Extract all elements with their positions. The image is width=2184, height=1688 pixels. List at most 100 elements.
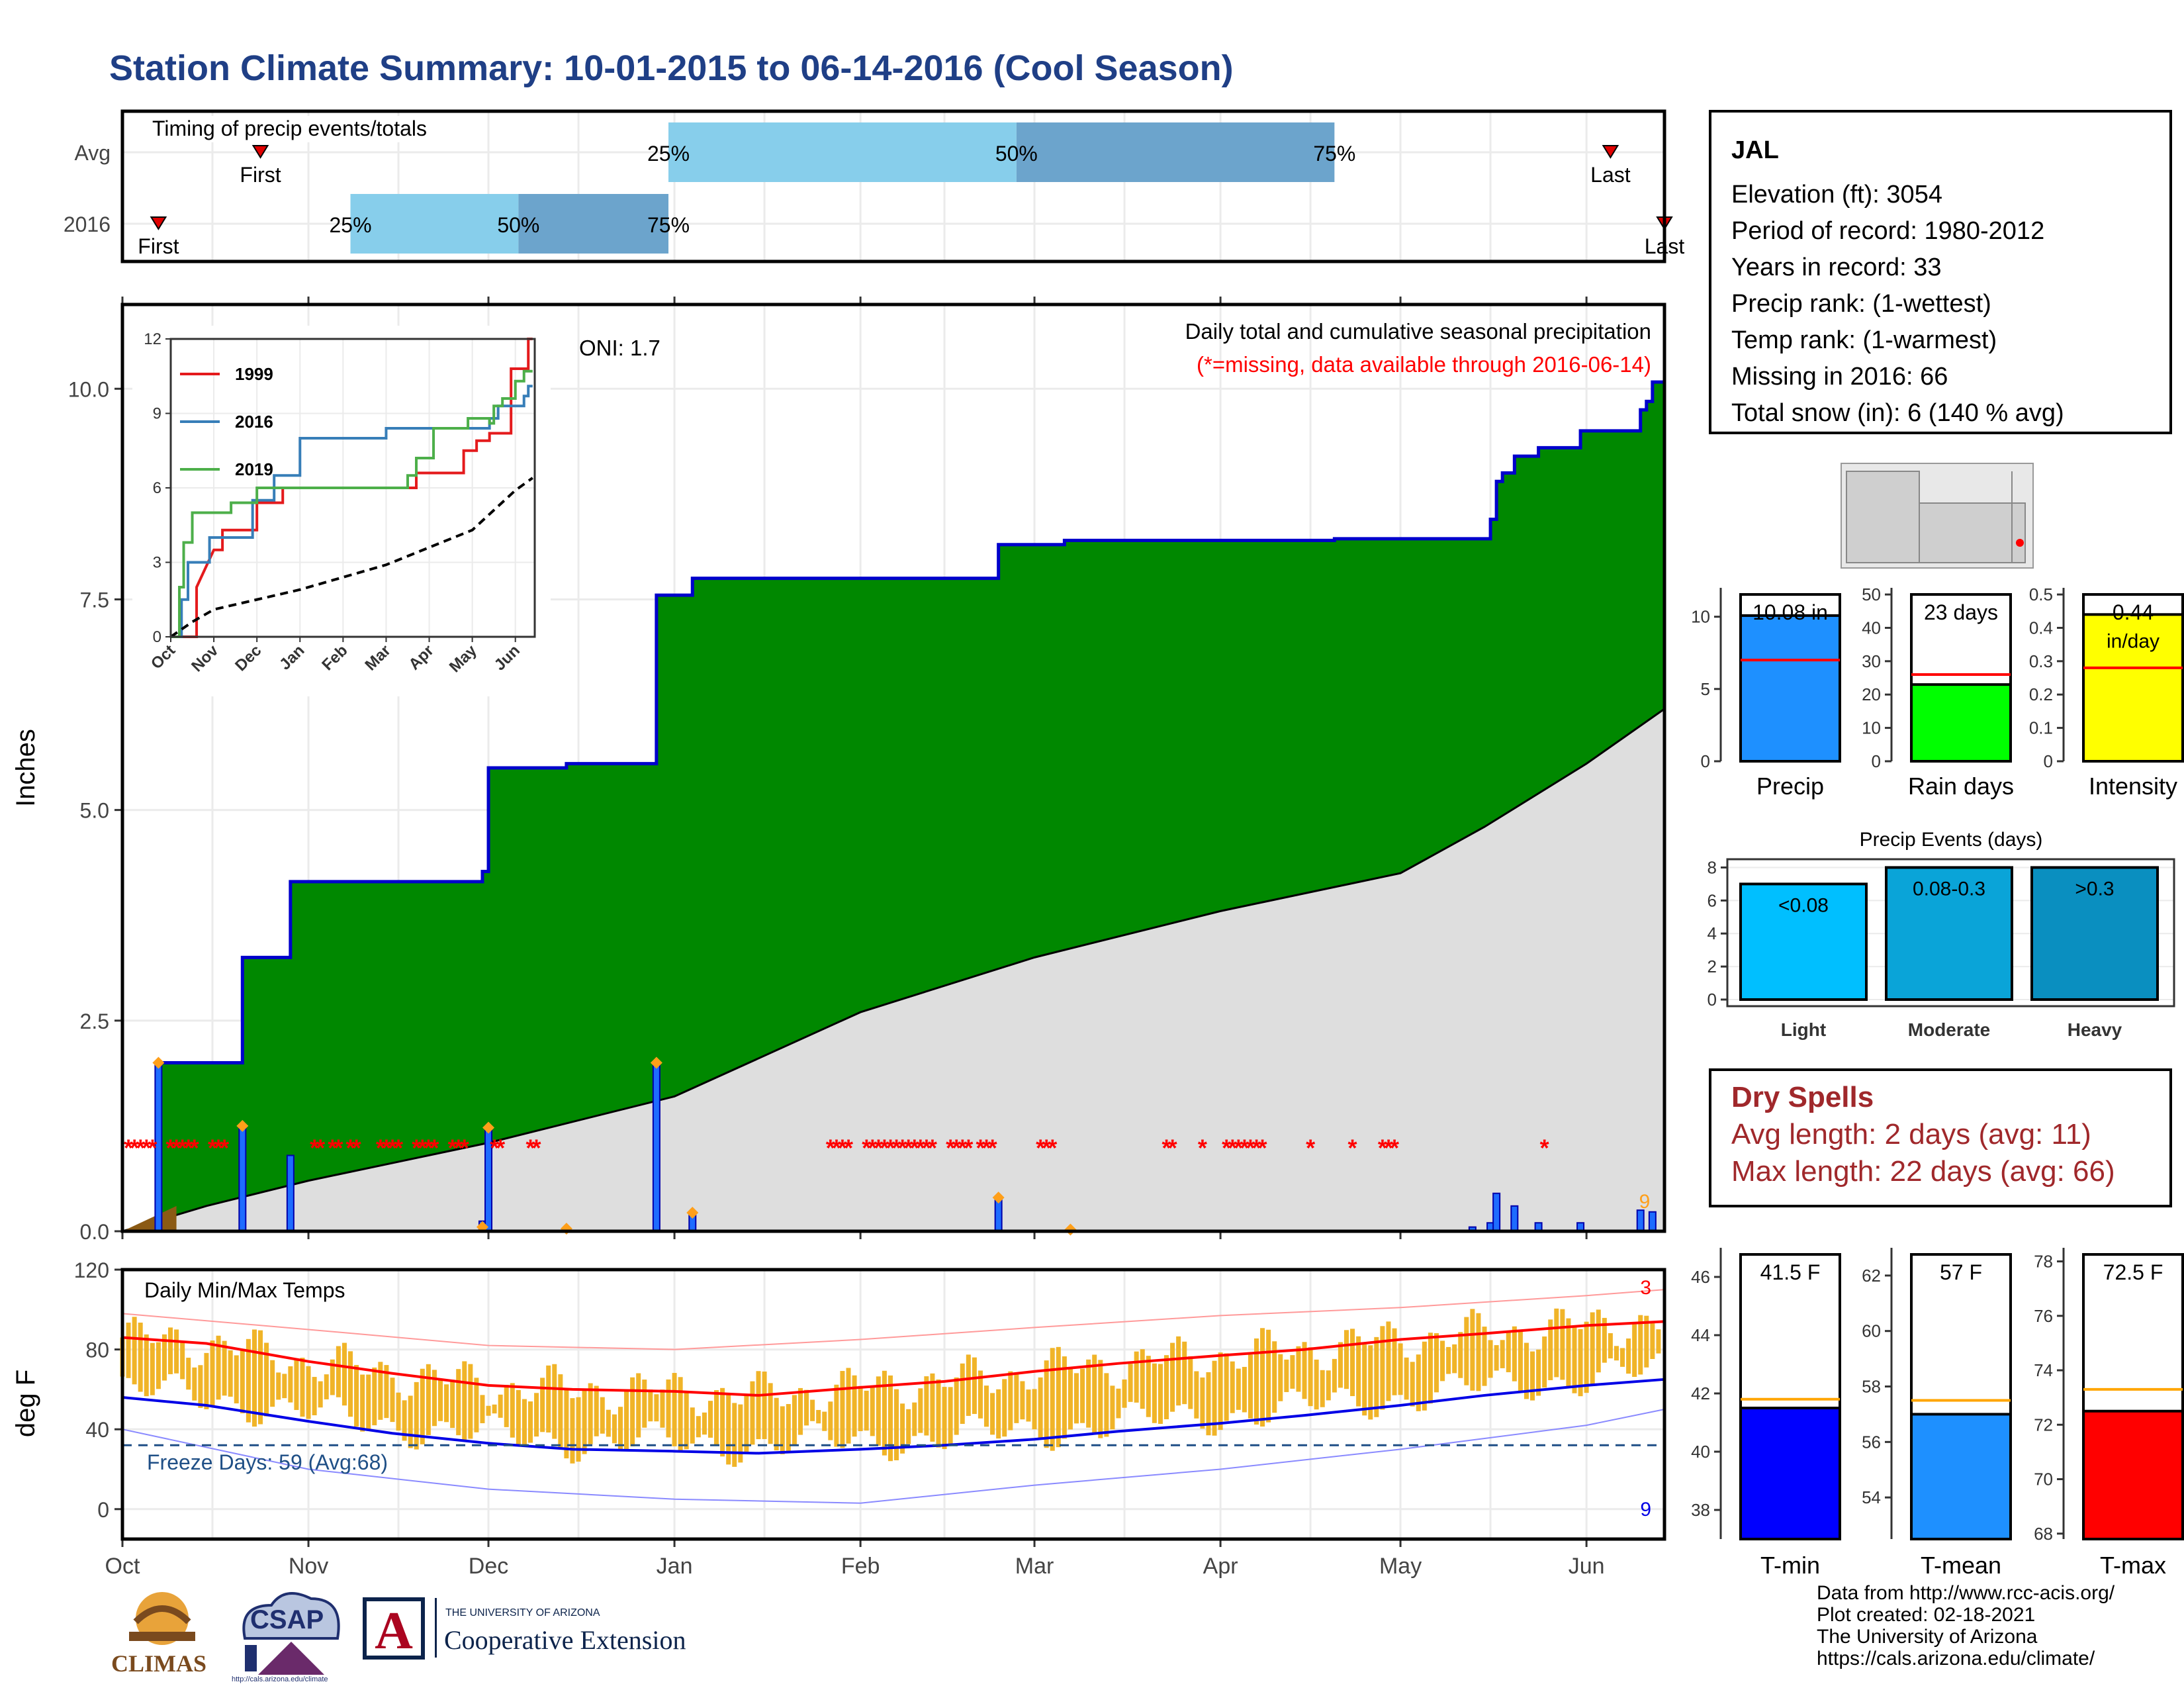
temp-summary-mean-ytick-label: 54 — [1862, 1487, 1881, 1507]
temp-ylabel: deg F — [11, 1370, 40, 1437]
dry-spells-box: Dry Spells Avg length: 2 days (avg: 11) … — [1709, 1068, 2172, 1207]
temp-daily-bar — [942, 1387, 947, 1450]
temp-daily-bar — [414, 1382, 419, 1450]
inset-bg — [132, 326, 551, 696]
temp-daily-bar — [1260, 1328, 1265, 1427]
temp-daily-bar — [1433, 1333, 1439, 1393]
temp-daily-bar — [846, 1368, 851, 1444]
temp-daily-bar — [714, 1390, 719, 1446]
ua-logo-big-text: Cooperative Extension — [444, 1625, 686, 1655]
csap-logo: CSAP http://cals.arizona.edu/climate — [232, 1585, 351, 1685]
temp-daily-bar — [378, 1362, 383, 1420]
station-name: JAL — [1731, 136, 1779, 164]
temp-daily-bar — [696, 1416, 701, 1438]
temp-panel-border — [120, 1268, 1666, 1541]
temp-daily-bar — [624, 1391, 629, 1451]
temp-daily-bar — [918, 1388, 923, 1433]
climas-logo: CLIMAS — [106, 1582, 218, 1681]
temp-daily-bar — [720, 1387, 725, 1457]
temp-daily-bar — [426, 1364, 431, 1435]
precip-missing-star: * — [214, 1135, 223, 1162]
temp-daily-bar — [672, 1373, 677, 1446]
temp-daily-bar — [1284, 1359, 1289, 1392]
temp-daily-bar — [912, 1402, 917, 1436]
precip-panel-border — [120, 303, 1666, 1233]
temp-daily-bar — [216, 1335, 221, 1400]
temp-daily-bar — [372, 1367, 377, 1426]
events-title: Precip Events (days) — [1860, 829, 2043, 851]
precip-summary-intensity-unit-label: in/day — [2107, 630, 2160, 652]
temp-daily-bar — [1044, 1360, 1049, 1448]
temp-daily-bar — [527, 1401, 533, 1443]
temp-daily-bar — [336, 1346, 341, 1397]
temp-daily-bar — [900, 1403, 905, 1454]
precip-daily-bar — [1648, 1211, 1657, 1233]
temp-daily-bar — [1212, 1360, 1217, 1436]
inset-legend-label-2016: 2016 — [235, 412, 273, 432]
timing-bar-q50-q75 — [1016, 122, 1335, 182]
precip-early-area — [122, 1205, 177, 1231]
precip-missing-star: * — [142, 1135, 151, 1162]
temp-summary-min-category-label: T-min — [1760, 1552, 1820, 1579]
temp-daily-bar — [617, 1407, 623, 1450]
dry-spells-avg: Avg length: 2 days (avg: 11) — [1731, 1118, 2091, 1150]
temp-daily-bar — [594, 1385, 599, 1436]
temp-daily-bar — [870, 1385, 875, 1436]
temp-daily-bar — [1308, 1347, 1313, 1407]
precip-missing-star: * — [868, 1135, 877, 1162]
timing-bar-q25-q50 — [668, 122, 1017, 182]
temp-daily-bar — [1644, 1315, 1649, 1368]
temp-daily-bar — [264, 1342, 269, 1417]
temp-min-count: 9 — [1640, 1499, 1651, 1521]
events-panel-border — [1726, 858, 2175, 1008]
precip-ytick-label: 10.0 — [68, 377, 109, 401]
inset-ytick-label: 12 — [144, 330, 161, 348]
precip-missing-star: * — [880, 1135, 889, 1162]
temp-summary-mean-category-label: T-mean — [1921, 1552, 2001, 1579]
precip-missing-star: * — [136, 1135, 145, 1162]
inset-legend-label-2019: 2019 — [235, 459, 273, 479]
temp-daily-bar — [1512, 1326, 1517, 1382]
temp-daily-bar — [288, 1366, 293, 1403]
temp-daily-bar — [1422, 1341, 1427, 1411]
precip-missing-star: * — [1246, 1135, 1255, 1162]
temp-daily-bar — [1050, 1348, 1055, 1451]
events-bar-label: 0.08-0.3 — [1913, 878, 1985, 900]
temp-daily-bar — [354, 1365, 359, 1427]
temp-daily-bar — [552, 1364, 557, 1439]
temp-daily-bar — [180, 1341, 185, 1380]
temp-daily-bar — [1470, 1309, 1475, 1391]
precip-missing-star: * — [394, 1135, 403, 1162]
temp-summary-max-value-label: 72.5 F — [2103, 1260, 2163, 1284]
timing-label-50: 50% — [497, 213, 539, 237]
temp-avg-min-line — [122, 1378, 1665, 1455]
temp-daily-bar — [707, 1401, 713, 1438]
timing-marker-first — [150, 216, 167, 230]
precip-ytick-label: 5.0 — [80, 799, 109, 823]
temp-freeze-label: Freeze Days: 59 (Avg:68) — [147, 1450, 388, 1474]
temp-daily-bar — [1452, 1344, 1457, 1374]
temp-daily-bar — [306, 1366, 311, 1419]
precip-title: Daily total and cumulative seasonal prec… — [1185, 319, 1651, 344]
precip-missing-star: * — [460, 1135, 469, 1162]
temp-daily-bar — [1230, 1361, 1235, 1413]
temp-daily-bar — [474, 1378, 479, 1432]
station-location-dot — [2016, 539, 2024, 547]
precip-ytick-label: 7.5 — [80, 588, 109, 612]
temp-daily-bar — [1056, 1346, 1061, 1448]
precip-missing-star: * — [208, 1135, 217, 1162]
temp-daily-bar — [1164, 1355, 1169, 1420]
precip-summary-precip-category-label: Precip — [1756, 773, 1824, 800]
precip-daily-bar — [238, 1125, 247, 1232]
precip-summary-intensity-ytick-label: 0.4 — [2029, 618, 2053, 637]
precip-missing-star: * — [496, 1135, 505, 1162]
temp-daily-bar — [762, 1371, 767, 1439]
temp-xtick-label: Jun — [1569, 1554, 1605, 1579]
precip-summary-intensity-ytick-label: 0.3 — [2029, 651, 2053, 671]
temp-daily-bar — [606, 1409, 611, 1437]
precip-missing-star: * — [316, 1135, 325, 1162]
temp-daily-bar — [420, 1368, 425, 1444]
temp-daily-bar — [816, 1410, 821, 1424]
temp-daily-bar — [504, 1385, 509, 1427]
station-snow: Total snow (in): 6 (140 % avg) — [1731, 399, 2064, 427]
